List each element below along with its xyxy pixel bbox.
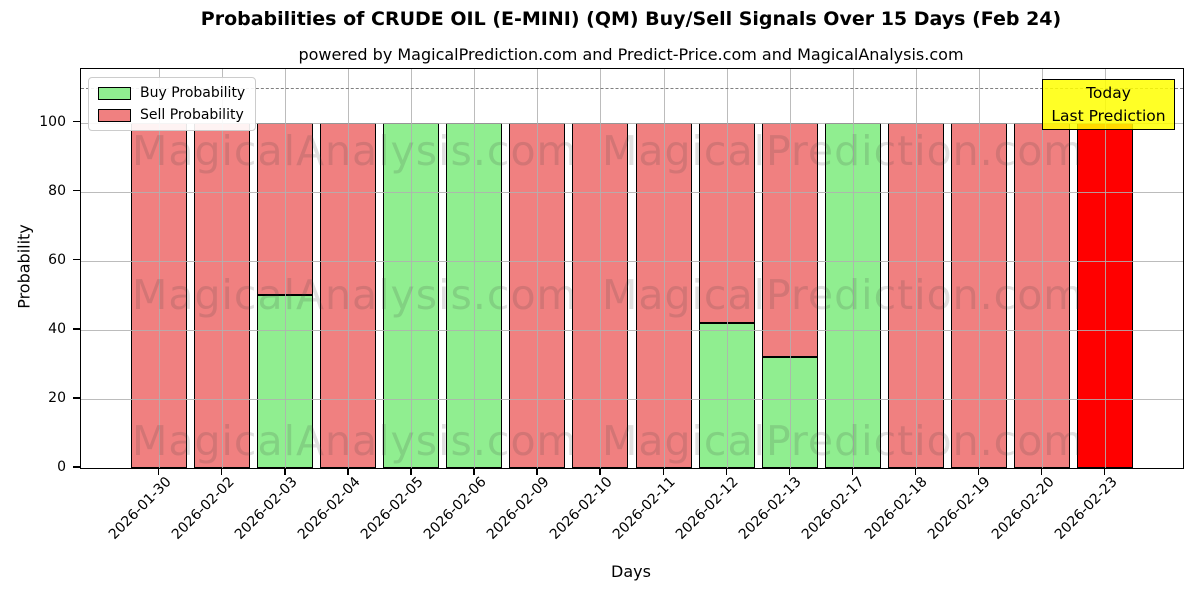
gridline-horizontal bbox=[81, 260, 1183, 262]
x-axis-tick bbox=[473, 468, 475, 475]
x-tick-label: 2026-02-10 bbox=[546, 474, 616, 543]
today-annotation-box: Today Last Prediction bbox=[1042, 79, 1175, 130]
chart-title: Probabilities of CRUDE OIL (E-MINI) (QM)… bbox=[200, 8, 1062, 30]
x-tick-label: 2026-02-02 bbox=[168, 474, 238, 543]
x-axis-tick bbox=[347, 468, 349, 475]
x-tick-label: 2026-02-04 bbox=[294, 474, 364, 543]
chart-subtitle: powered by MagicalPrediction.com and Pre… bbox=[298, 45, 964, 64]
x-axis-tick bbox=[977, 468, 980, 475]
gridline-vertical bbox=[222, 69, 224, 468]
y-axis-tick bbox=[73, 189, 80, 192]
y-tick-label: 80 bbox=[48, 182, 66, 199]
x-axis-tick bbox=[599, 468, 601, 475]
buy-swatch-icon bbox=[98, 86, 131, 100]
legend-label-buy: Buy Probability bbox=[140, 85, 246, 101]
x-tick-label: 2026-02-05 bbox=[357, 474, 427, 543]
gridline-horizontal bbox=[81, 398, 1183, 400]
x-tick-label: 2026-02-19 bbox=[925, 474, 995, 543]
x-tick-label: 2026-02-20 bbox=[988, 474, 1058, 543]
y-axis-tick bbox=[73, 397, 80, 399]
x-tick-label: 2026-02-06 bbox=[420, 474, 490, 543]
gridline-horizontal bbox=[81, 122, 1183, 124]
x-axis-label: Days bbox=[611, 562, 651, 581]
gridline-vertical bbox=[1104, 69, 1106, 468]
x-axis-tick bbox=[851, 468, 854, 475]
x-tick-label: 2026-02-09 bbox=[483, 474, 553, 543]
y-tick-label: 20 bbox=[48, 389, 66, 406]
plot-area: MagicalAnalysis.com MagicalPrediction.com… bbox=[80, 68, 1184, 469]
gridline-horizontal bbox=[81, 329, 1183, 331]
y-axis-tick bbox=[73, 259, 80, 261]
y-axis-tick bbox=[73, 120, 80, 123]
x-axis-tick bbox=[158, 468, 160, 475]
x-tick-label: 2026-01-30 bbox=[105, 474, 175, 543]
gridline-vertical bbox=[285, 69, 287, 468]
gridline-vertical bbox=[411, 69, 413, 468]
legend-item-buy: Buy Probability bbox=[98, 85, 245, 101]
x-axis-tick bbox=[284, 468, 286, 475]
x-axis-tick bbox=[725, 468, 727, 475]
gridline-vertical bbox=[852, 69, 854, 468]
gridline-vertical bbox=[537, 69, 539, 468]
x-tick-label: 2026-02-03 bbox=[231, 474, 301, 543]
legend-label-sell: Sell Probability bbox=[140, 107, 244, 123]
gridline-vertical bbox=[915, 69, 917, 468]
gridline-vertical bbox=[663, 69, 665, 468]
gridline-vertical bbox=[1041, 69, 1043, 468]
legend: Buy Probability Sell Probability bbox=[88, 77, 257, 131]
watermark-text: MagicalPrediction.com bbox=[602, 127, 1085, 175]
x-axis-tick bbox=[1040, 468, 1043, 475]
watermark-text: MagicalPrediction.com bbox=[602, 271, 1085, 319]
gridline-vertical bbox=[978, 69, 980, 468]
y-tick-label: 60 bbox=[48, 251, 66, 268]
gridline-vertical bbox=[348, 69, 350, 468]
gridline-vertical bbox=[726, 69, 728, 468]
x-tick-label: 2026-02-17 bbox=[799, 474, 869, 543]
today-annotation-line2: Last Prediction bbox=[1051, 106, 1166, 125]
y-tick-label: 100 bbox=[39, 113, 66, 130]
gridline-horizontal bbox=[81, 191, 1183, 193]
x-axis-tick bbox=[914, 468, 917, 475]
today-annotation-line1: Today bbox=[1086, 84, 1131, 103]
x-axis-tick bbox=[662, 468, 664, 475]
x-tick-label: 2026-02-13 bbox=[736, 474, 805, 543]
watermark-text: MagicalPrediction.com bbox=[602, 417, 1085, 465]
dashed-threshold-line bbox=[81, 88, 1183, 89]
y-axis-tick bbox=[73, 328, 80, 330]
y-axis-tick bbox=[73, 466, 80, 468]
x-tick-label: 2026-02-11 bbox=[609, 474, 679, 543]
watermark-text: MagicalAnalysis.com bbox=[132, 417, 578, 465]
x-tick-label: 2026-02-23 bbox=[1051, 474, 1121, 543]
legend-item-sell: Sell Probability bbox=[98, 107, 245, 123]
watermark-text: MagicalAnalysis.com bbox=[132, 271, 578, 319]
gridline-vertical bbox=[474, 69, 476, 468]
watermark-text: MagicalAnalysis.com bbox=[132, 127, 578, 175]
x-axis-tick bbox=[1103, 468, 1106, 475]
sell-swatch-icon bbox=[98, 108, 131, 122]
x-axis-tick bbox=[410, 468, 412, 475]
y-tick-label: 0 bbox=[57, 459, 66, 475]
x-tick-label: 2026-02-18 bbox=[862, 474, 932, 543]
y-tick-label: 40 bbox=[48, 320, 66, 337]
gridline-vertical bbox=[789, 69, 791, 468]
x-tick-label: 2026-02-12 bbox=[673, 474, 742, 543]
x-axis-tick bbox=[221, 468, 223, 475]
gridline-vertical bbox=[600, 69, 602, 468]
x-axis-tick bbox=[536, 468, 538, 475]
gridline-vertical bbox=[159, 69, 161, 468]
x-axis-tick bbox=[788, 468, 791, 475]
